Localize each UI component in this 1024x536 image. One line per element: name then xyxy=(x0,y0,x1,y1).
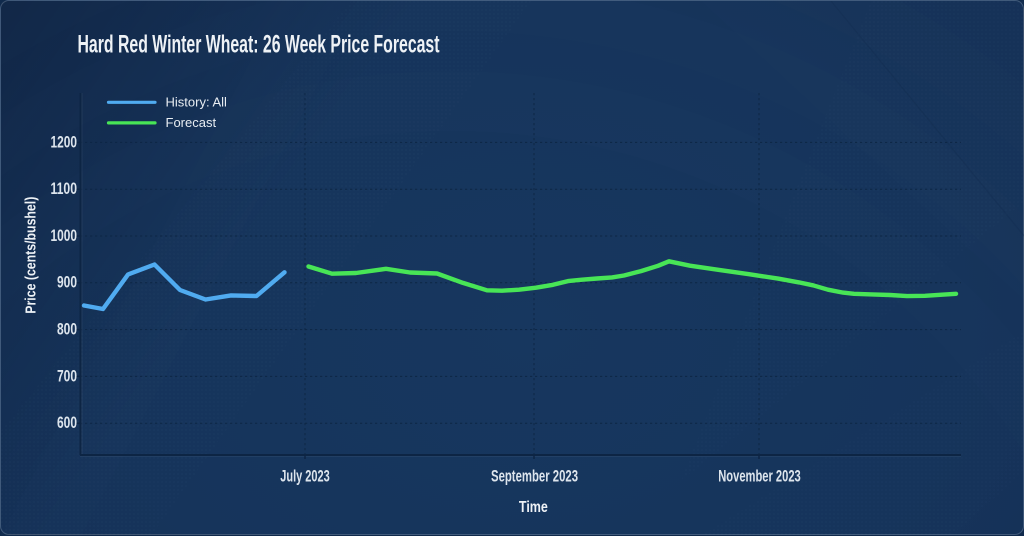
svg-text:November 2023: November 2023 xyxy=(718,467,801,486)
svg-text:September 2023: September 2023 xyxy=(491,467,578,486)
svg-text:History: All: History: All xyxy=(166,95,228,110)
svg-text:900: 900 xyxy=(57,273,77,292)
svg-text:July 2023: July 2023 xyxy=(280,467,330,486)
svg-text:Hard Red Winter Wheat: 26 Week: Hard Red Winter Wheat: 26 Week Price For… xyxy=(78,31,440,59)
svg-text:800: 800 xyxy=(57,320,77,339)
svg-text:1000: 1000 xyxy=(51,226,78,245)
svg-text:Price (cents/bushel): Price (cents/bushel) xyxy=(22,197,39,314)
svg-text:600: 600 xyxy=(57,413,77,432)
svg-text:700: 700 xyxy=(57,366,77,385)
svg-text:Forecast: Forecast xyxy=(166,115,217,130)
svg-text:1100: 1100 xyxy=(51,179,78,198)
svg-text:1200: 1200 xyxy=(51,132,78,151)
svg-text:Time: Time xyxy=(519,499,548,516)
